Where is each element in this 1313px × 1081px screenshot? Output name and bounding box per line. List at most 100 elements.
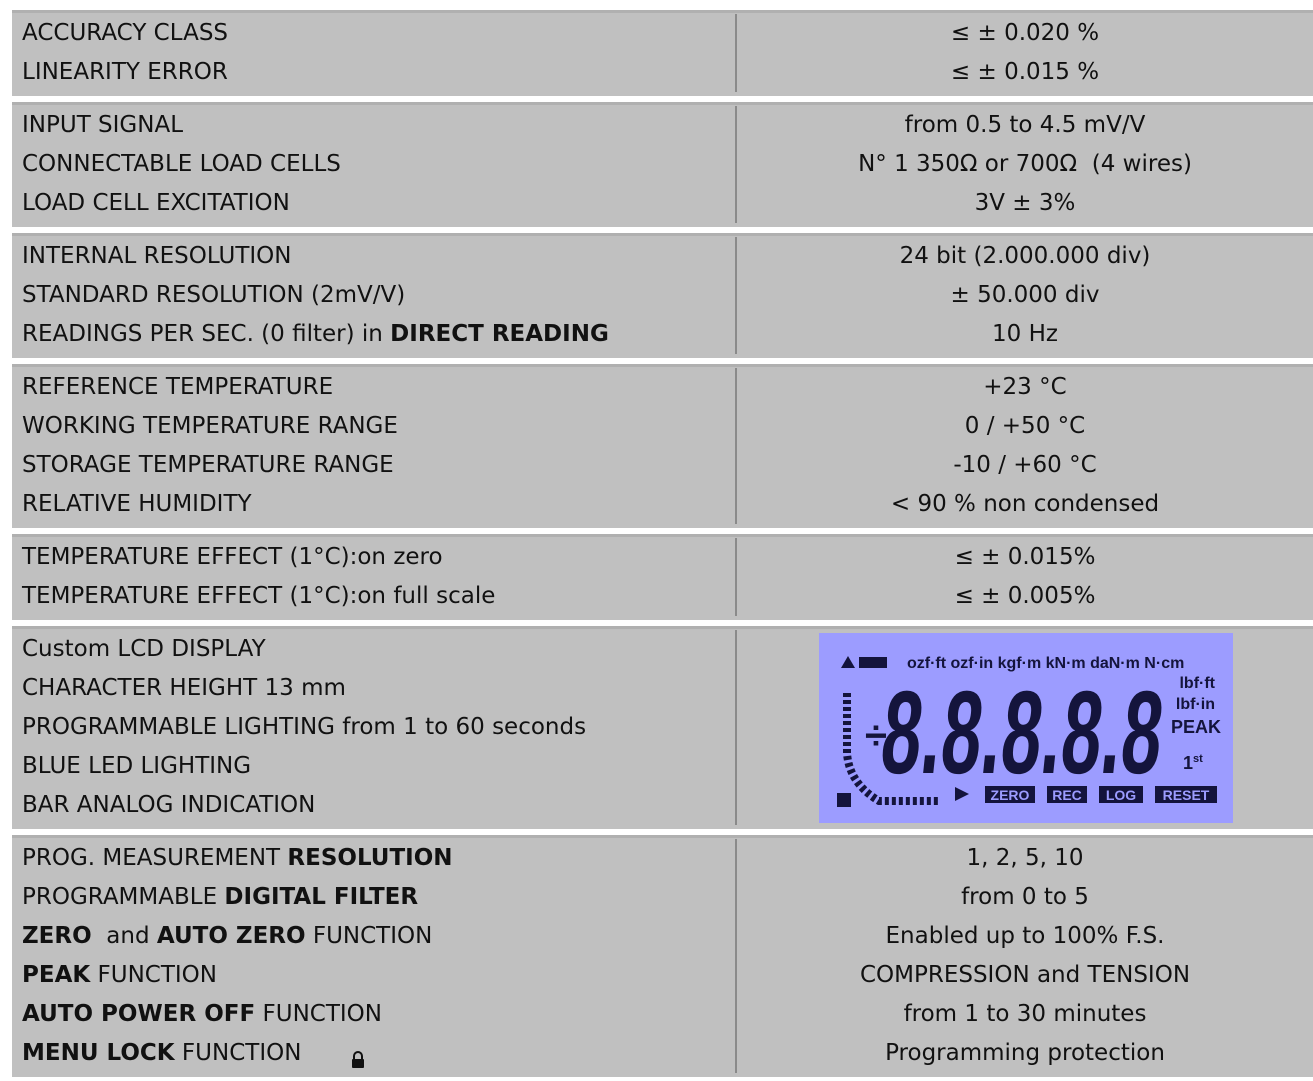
ordinal-number: 1 xyxy=(1183,753,1193,773)
label-cell: TEMPERATURE EFFECT (1°C):on zero xyxy=(12,538,735,577)
label-text: FUNCTION xyxy=(175,1040,302,1066)
lcd-display: ozf·ft ozf·in kgf·m kN·m daN·m N·cmlbf·f… xyxy=(819,633,1233,823)
value-cell: ≤ ± 0.015 % xyxy=(737,53,1313,92)
label-cell: STORAGE TEMPERATURE RANGE xyxy=(12,446,735,485)
lcd-digits: 8.8.8.8.8 xyxy=(876,667,1170,799)
label-text: FUNCTION xyxy=(255,1001,382,1027)
row-group: REFERENCE TEMPERATURE WORKING TEMPERATURE… xyxy=(12,364,1313,528)
label-text: PROG. MEASUREMENT xyxy=(22,845,287,871)
label-cell: BLUE LED LIGHTING xyxy=(12,747,735,786)
label-cell: RELATIVE HUMIDITY xyxy=(12,485,735,524)
label-column: TEMPERATURE EFFECT (1°C):on zero TEMPERAT… xyxy=(12,538,737,616)
label-cell: AUTO POWER OFF FUNCTION xyxy=(12,995,735,1034)
label-text: ACCURACY CLASS xyxy=(22,20,228,46)
value-cell: ≤ ± 0.005% xyxy=(737,577,1313,616)
value-cell: < 90 % non condensed xyxy=(737,485,1313,524)
label-cell: REFERENCE TEMPERATURE xyxy=(12,368,735,407)
label-column: ACCURACY CLASS LINEARITY ERROR xyxy=(12,14,737,92)
label-cell: PROGRAMMABLE LIGHTING from 1 to 60 secon… xyxy=(12,708,735,747)
value-cell: ≤ ± 0.020 % xyxy=(737,14,1313,53)
value-cell: from 1 to 30 minutes xyxy=(737,995,1313,1034)
row-group: INTERNAL RESOLUTION STANDARD RESOLUTION (… xyxy=(12,233,1313,358)
value-cell: N° 1 350Ω or 700Ω (4 wires) xyxy=(737,145,1313,184)
value-cell: from 0.5 to 4.5 mV/V xyxy=(737,106,1313,145)
label-cell: CHARACTER HEIGHT 13 mm xyxy=(12,669,735,708)
label-text: CONNECTABLE LOAD CELLS xyxy=(22,151,341,177)
label-cell: ZERO and AUTO ZERO FUNCTION xyxy=(12,917,735,956)
value-cell: ≤ ± 0.015% xyxy=(737,538,1313,577)
label-text: INTERNAL RESOLUTION xyxy=(22,243,291,269)
label-text: TEMPERATURE EFFECT (1°C):on zero xyxy=(22,544,443,570)
label-cell: ACCURACY CLASS xyxy=(12,14,735,53)
spec-table: ACCURACY CLASS LINEARITY ERROR ≤ ± 0.020 %… xyxy=(12,10,1313,1077)
value-cell: COMPRESSION and TENSION xyxy=(737,956,1313,995)
row-group: Custom LCD DISPLAY CHARACTER HEIGHT 13 mm… xyxy=(12,626,1313,829)
label-column: INPUT SIGNAL CONNECTABLE LOAD CELLS LOAD C… xyxy=(12,106,737,223)
lcd-peak: PEAK xyxy=(1171,717,1221,737)
lock-icon xyxy=(351,1051,365,1069)
value-column: ≤ ± 0.020 %≤ ± 0.015 % xyxy=(737,14,1313,92)
lcd-button-label: ZERO xyxy=(991,787,1030,803)
label-cell: INTERNAL RESOLUTION xyxy=(12,237,735,276)
label-text: FUNCTION xyxy=(90,962,217,988)
label-text: AUTO POWER OFF xyxy=(22,1001,255,1027)
page: ACCURACY CLASS LINEARITY ERROR ≤ ± 0.020 %… xyxy=(0,0,1313,1081)
value-cell: +23 °C xyxy=(737,368,1313,407)
label-text: LINEARITY ERROR xyxy=(22,59,228,85)
label-text: BLUE LED LIGHTING xyxy=(22,753,251,779)
label-text: Custom LCD DISPLAY xyxy=(22,636,266,662)
label-text: MENU LOCK xyxy=(22,1040,175,1066)
label-text: FUNCTION xyxy=(306,923,433,949)
label-text: ZERO xyxy=(22,923,92,949)
lcd-button-label: RESET xyxy=(1163,787,1210,803)
value-column: 24 bit (2.000.000 div)± 50.000 div10 Hz xyxy=(737,237,1313,354)
battery-icon xyxy=(859,657,887,668)
value-cell: Programming protection xyxy=(737,1034,1313,1073)
label-text: DIRECT READING xyxy=(390,321,609,347)
label-text: TEMPERATURE EFFECT (1°C):on full scale xyxy=(22,583,495,609)
label-text: and xyxy=(92,923,157,949)
label-column: Custom LCD DISPLAY CHARACTER HEIGHT 13 mm… xyxy=(12,630,737,825)
value-cell: Enabled up to 100% F.S. xyxy=(737,917,1313,956)
label-text: PEAK xyxy=(22,962,90,988)
lcd-unit: lbf·ft xyxy=(1179,675,1215,692)
label-cell: LINEARITY ERROR xyxy=(12,53,735,92)
label-text: STORAGE TEMPERATURE RANGE xyxy=(22,452,394,478)
label-text: LOAD CELL EXCITATION xyxy=(22,190,290,216)
label-cell: PROGRAMMABLE DIGITAL FILTER xyxy=(12,878,735,917)
label-text: REFERENCE TEMPERATURE xyxy=(22,374,333,400)
label-text: CHARACTER HEIGHT 13 mm xyxy=(22,675,346,701)
value-column: ≤ ± 0.015%≤ ± 0.005% xyxy=(737,538,1313,616)
value-cell: -10 / +60 °C xyxy=(737,446,1313,485)
label-text: WORKING TEMPERATURE RANGE xyxy=(22,413,398,439)
label-text: STANDARD RESOLUTION (2mV/V) xyxy=(22,282,405,308)
row-group: INPUT SIGNAL CONNECTABLE LOAD CELLS LOAD C… xyxy=(12,102,1313,227)
lcd-unit: lbf·in xyxy=(1176,696,1215,713)
label-column: REFERENCE TEMPERATURE WORKING TEMPERATURE… xyxy=(12,368,737,524)
label-cell: LOAD CELL EXCITATION xyxy=(12,184,735,223)
row-group: TEMPERATURE EFFECT (1°C):on zero TEMPERAT… xyxy=(12,534,1313,620)
label-text: READINGS PER SEC. (0 filter) in xyxy=(22,321,390,347)
label-text: AUTO ZERO xyxy=(157,923,306,949)
value-cell: ± 50.000 div xyxy=(737,276,1313,315)
label-text: PROGRAMMABLE LIGHTING from 1 to 60 secon… xyxy=(22,714,586,740)
ordinal-suffix: st xyxy=(1193,753,1203,765)
label-text: INPUT SIGNAL xyxy=(22,112,183,138)
label-cell: PROG. MEASUREMENT RESOLUTION xyxy=(12,839,735,878)
row-group: ACCURACY CLASS LINEARITY ERROR ≤ ± 0.020 %… xyxy=(12,10,1313,96)
label-cell: CONNECTABLE LOAD CELLS xyxy=(12,145,735,184)
label-text: BAR ANALOG INDICATION xyxy=(22,792,315,818)
label-column: INTERNAL RESOLUTION STANDARD RESOLUTION (… xyxy=(12,237,737,354)
value-column: 1, 2, 5, 10from 0 to 5Enabled up to 100%… xyxy=(737,839,1313,1073)
label-cell: PEAK FUNCTION xyxy=(12,956,735,995)
value-cell: 24 bit (2.000.000 div) xyxy=(737,237,1313,276)
label-cell: WORKING TEMPERATURE RANGE xyxy=(12,407,735,446)
label-cell: STANDARD RESOLUTION (2mV/V) xyxy=(12,276,735,315)
label-cell: TEMPERATURE EFFECT (1°C):on full scale xyxy=(12,577,735,616)
label-cell: INPUT SIGNAL xyxy=(12,106,735,145)
